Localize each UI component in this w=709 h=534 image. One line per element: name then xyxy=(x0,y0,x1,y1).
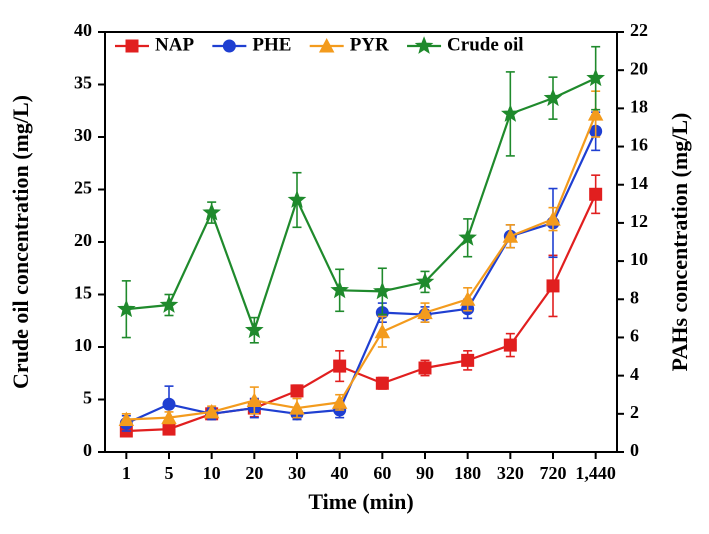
legend-label-nap: NAP xyxy=(155,34,194,55)
svg-text:25: 25 xyxy=(74,178,92,198)
svg-text:35: 35 xyxy=(74,73,92,93)
x-axis-label: Time (min) xyxy=(308,489,413,514)
svg-text:6: 6 xyxy=(630,326,639,346)
svg-text:1,440: 1,440 xyxy=(575,463,616,483)
svg-text:14: 14 xyxy=(630,173,648,193)
svg-text:10: 10 xyxy=(74,335,92,355)
svg-text:0: 0 xyxy=(83,440,92,460)
svg-text:18: 18 xyxy=(630,96,648,116)
legend-label-crude-oil: Crude oil xyxy=(447,34,524,55)
y-right-axis-label: PAHs concentration (mg/L) xyxy=(667,113,692,372)
svg-text:320: 320 xyxy=(497,463,524,483)
svg-text:5: 5 xyxy=(83,388,92,408)
svg-text:60: 60 xyxy=(373,463,391,483)
svg-text:30: 30 xyxy=(74,125,92,145)
y-left-axis-label: Crude oil concentration (mg/L) xyxy=(8,95,33,389)
svg-text:40: 40 xyxy=(331,463,349,483)
svg-text:12: 12 xyxy=(630,211,648,231)
svg-text:5: 5 xyxy=(165,463,174,483)
svg-text:22: 22 xyxy=(630,20,648,40)
legend-label-pyr: PYR xyxy=(350,34,389,55)
svg-text:90: 90 xyxy=(416,463,434,483)
svg-text:8: 8 xyxy=(630,287,639,307)
svg-text:15: 15 xyxy=(74,283,92,303)
svg-text:40: 40 xyxy=(74,20,92,40)
svg-text:1: 1 xyxy=(122,463,131,483)
svg-text:10: 10 xyxy=(203,463,221,483)
concentration-chart: 0510152025303540024681012141618202215102… xyxy=(0,0,709,534)
svg-text:180: 180 xyxy=(454,463,481,483)
svg-text:4: 4 xyxy=(630,364,639,384)
svg-text:20: 20 xyxy=(245,463,263,483)
svg-text:30: 30 xyxy=(288,463,306,483)
svg-text:20: 20 xyxy=(630,58,648,78)
svg-text:2: 2 xyxy=(630,402,639,422)
chart-container: 0510152025303540024681012141618202215102… xyxy=(0,0,709,534)
svg-text:0: 0 xyxy=(630,440,639,460)
svg-text:20: 20 xyxy=(74,230,92,250)
svg-text:10: 10 xyxy=(630,249,648,269)
svg-text:16: 16 xyxy=(630,135,648,155)
svg-text:720: 720 xyxy=(540,463,567,483)
legend-label-phe: PHE xyxy=(252,34,291,55)
